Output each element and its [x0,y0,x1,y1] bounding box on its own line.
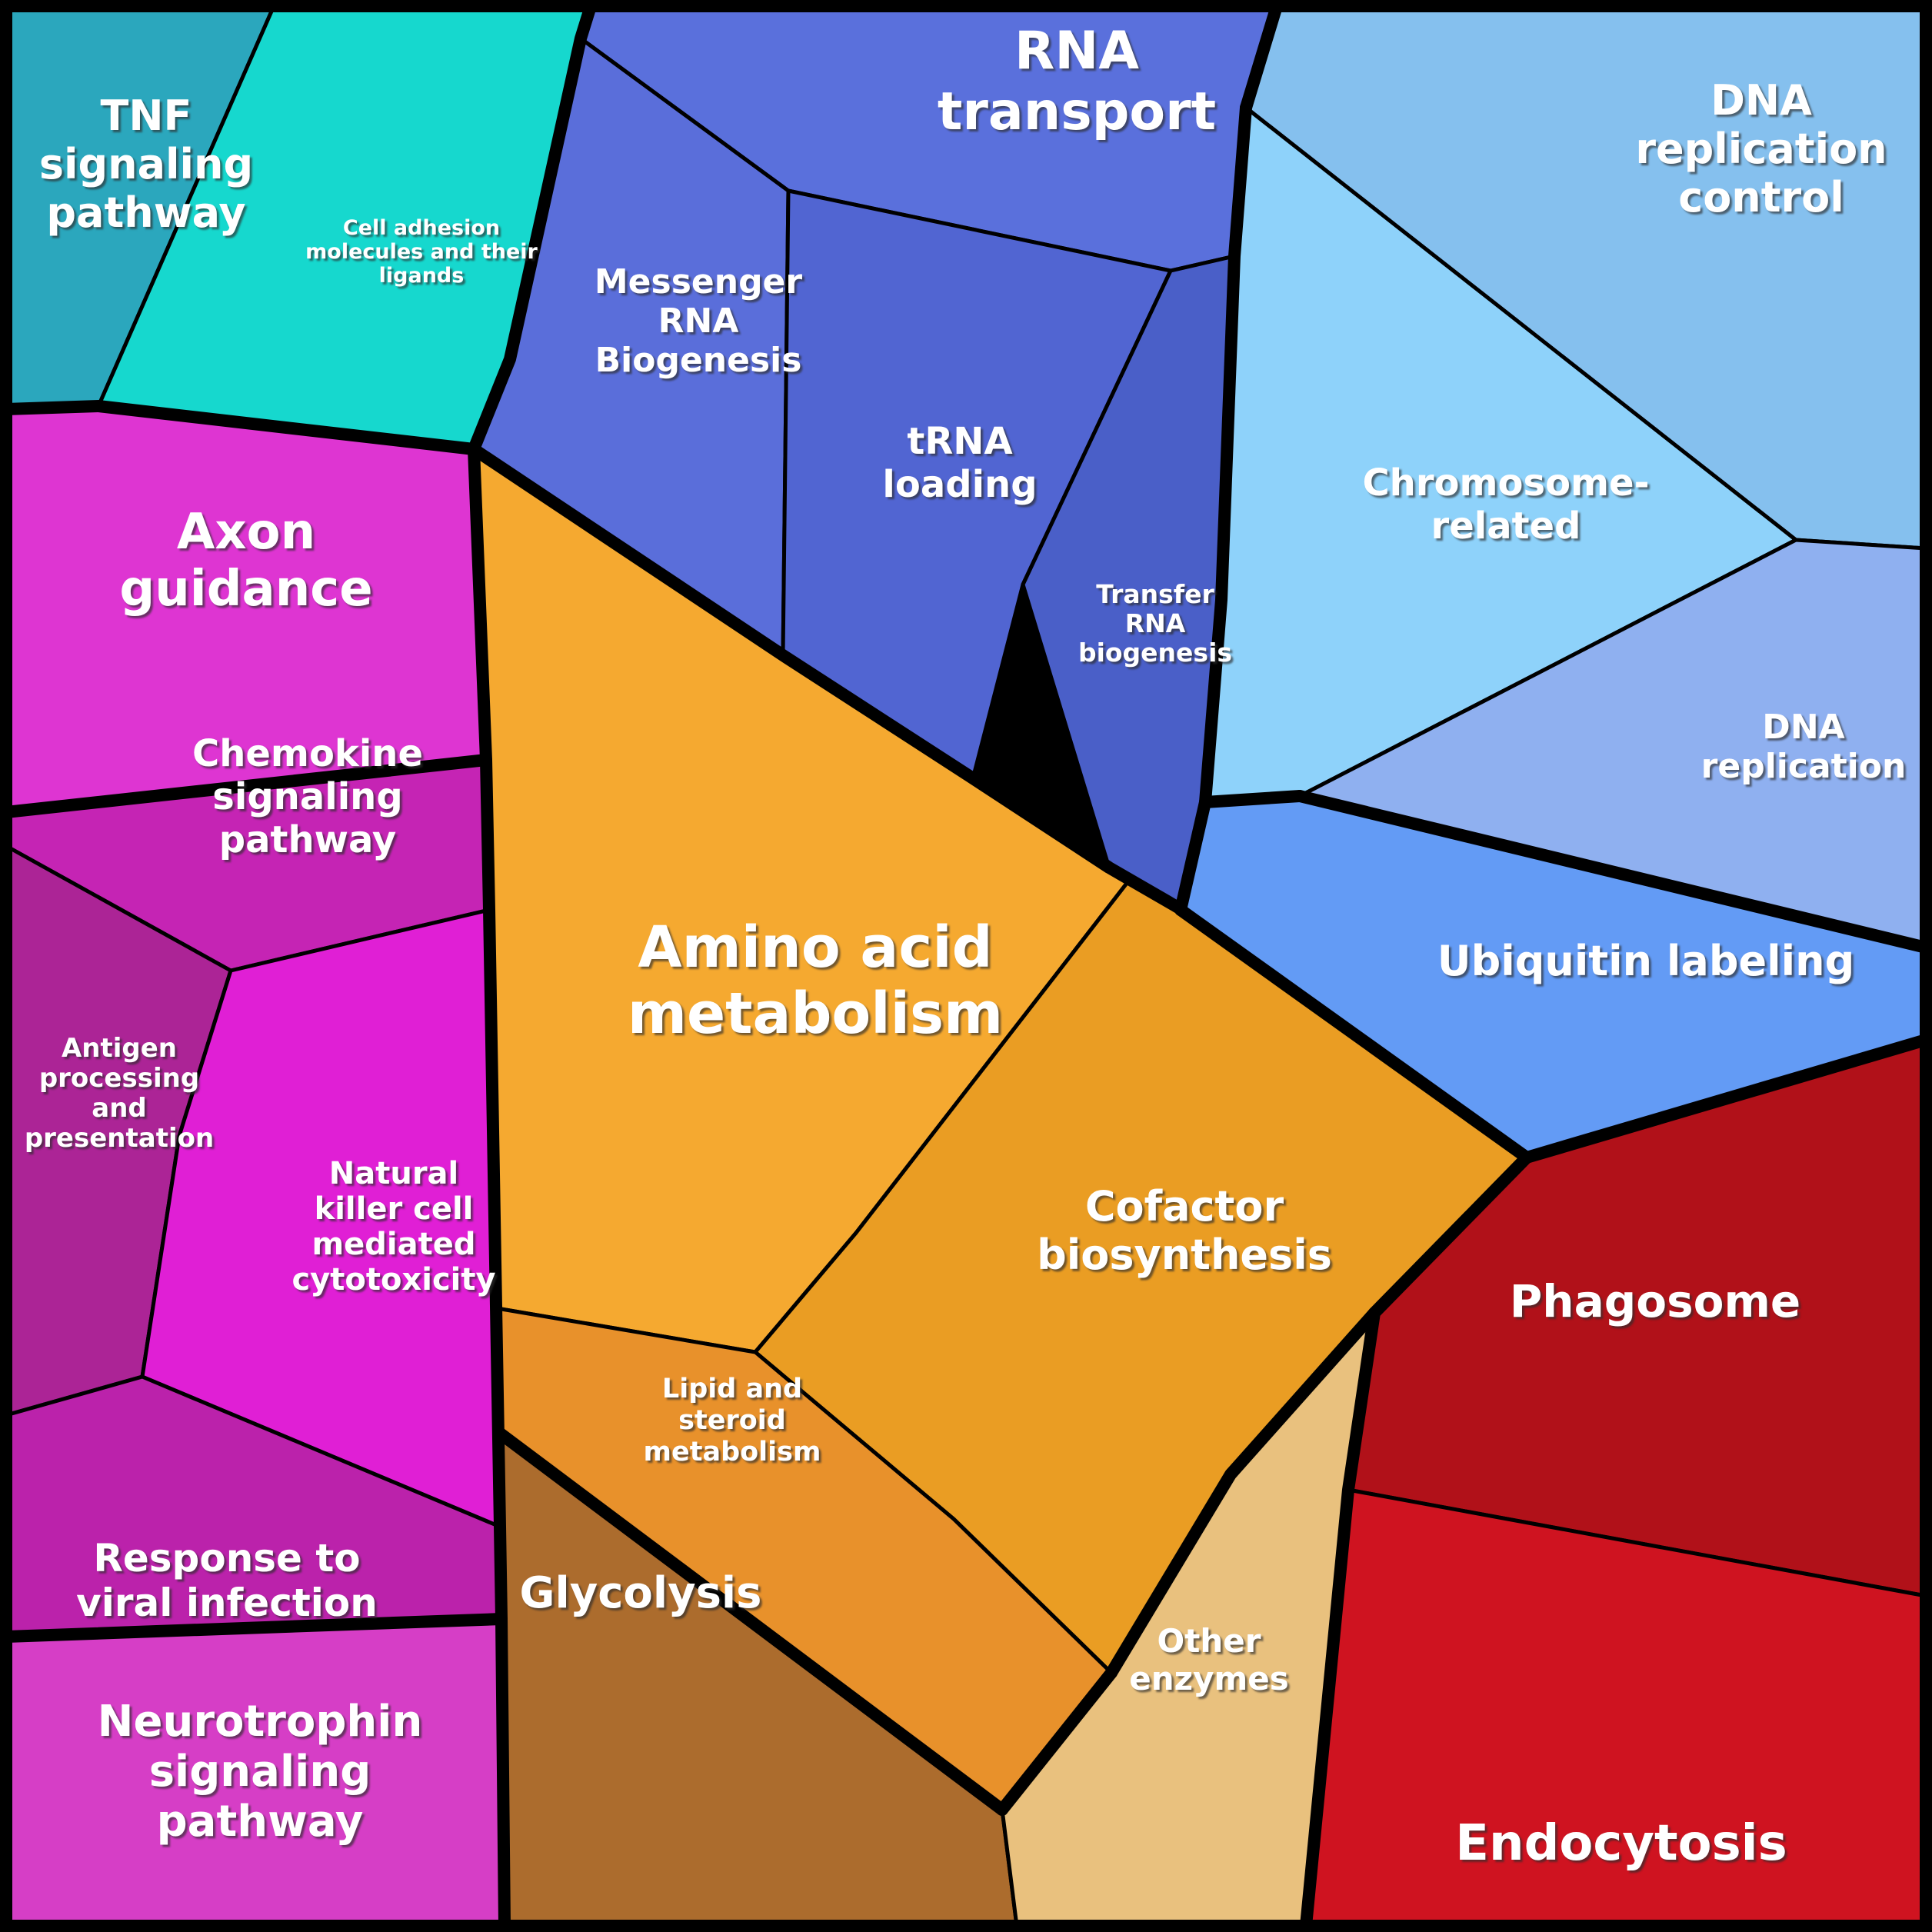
group-border-blue-lightblue-top [1240,0,1283,114]
cell-label-cell-adhesion: Cell adhesion molecules and their ligands [305,216,538,288]
cell-label-line: guidance [119,561,372,618]
cell-label-nk-cytotoxicity: Natural killer cell mediated cytotoxicity [291,1156,495,1297]
cell-label-line: Phagosome [1510,1275,1800,1327]
cell-label-endocytosis: Endocytosis [1455,1815,1787,1872]
cell-label-chemokine: Chemokine signaling pathway [192,732,423,861]
cell-label-line: metabolism [644,1437,821,1467]
cell-label-mrna-biogenesis: Messenger RNA Biogenesis [595,262,803,380]
cell-label-axon-guidance: Axon guidance [119,504,372,618]
group-border-magenta-orange [468,443,511,1932]
group-border-axon-chemokine [0,754,492,818]
cell-label-line: Neurotrophin [98,1697,423,1747]
cell-label-dna-replication: DNA replication [1701,708,1907,786]
cell-label-line: DNA [1762,708,1844,747]
cell-label-rna-transport: RNA transport [938,21,1216,142]
cell-label-line: signaling [39,140,253,188]
cell-label-line: presentation [25,1123,214,1154]
group-border-transfer-ubiquitin [1174,796,1211,916]
cell-label-antigen: Antigen processing and presentation [25,1033,214,1154]
cell-label-line: related [1431,505,1581,548]
cell-label-line: processing [39,1063,199,1094]
cell-label-line: ligands [379,264,465,288]
cell-label-chromosome-related: Chromosome-related [1362,461,1649,548]
cell-label-line: replication [1635,125,1887,173]
cell-label-neurotrophin: Neurotrophin signaling pathway [98,1697,423,1847]
cell-label-line: steroid [678,1405,786,1436]
group-border-replication-ubiquitin [1294,790,1932,954]
group-border-teal-magenta [0,400,480,455]
cell-label-line: Lipid and [662,1374,802,1404]
cell-label-amino-acid: Amino acid metabolism [628,914,1003,1047]
cell-label-line: viral infection [76,1581,378,1625]
cell-label-line: control [1678,173,1844,222]
cell-label-line: RNA [1014,21,1139,82]
cell-label-line: RNA [1125,608,1186,638]
cell-label-line: cytotoxicity [291,1262,495,1297]
cell-label-response-viral: Response to viral infection [76,1536,378,1625]
cell-label-line: Cofactor [1085,1182,1284,1231]
cell-label-line: and [92,1093,147,1124]
cell-label-transfer-rna-biogenesis: Transfer RNA biogenesis [1078,579,1232,668]
cell-label-line: Chemokine [192,732,423,775]
cell-label-line: Amino acid [638,914,992,981]
cell-label-line: Response to [93,1536,360,1581]
cell-label-line: signaling [212,775,402,818]
cell-label-ubiquitin-labeling: Ubiquitin labeling [1437,937,1855,985]
cell-label-line: DNA [1710,76,1812,125]
cell-label-line: Axon [177,504,315,561]
cell-label-line: transport [938,82,1216,142]
group-border-response-neurotrophin [0,1613,508,1643]
cell-label-line: Chromosome- [1362,461,1649,505]
group-border-ubiquitin-orange [1174,904,1533,1164]
cell-label-line: mediated [311,1227,475,1262]
cell-label-line: metabolism [628,981,1003,1047]
cell-label-line: Transfer [1096,579,1214,609]
cell-label-line: Antigen [62,1033,177,1064]
cell-label-line: RNA [658,301,739,341]
cell-label-line: pathway [46,188,245,237]
cell-label-tnf: TNF signaling pathway [39,92,253,237]
cell-label-line: TNF [101,92,192,140]
cell-label-line: Messenger [595,262,803,301]
cell-label-line: biogenesis [1078,638,1232,668]
cell-label-trna-loading: tRNA loading [882,420,1037,506]
cell-label-phagosome: Phagosome [1510,1275,1800,1327]
cell-label-line: Cell adhesion [343,216,500,240]
group-border-lipid-other [996,1667,1118,1816]
cell-label-line: Endocytosis [1455,1815,1787,1872]
cell-label-line: Glycolysis [520,1568,762,1618]
cell-label-line: tRNA [907,420,1012,463]
group-border-teal-blue [468,0,597,455]
cell-label-other-enzymes: Other enzymes [1129,1622,1288,1697]
group-border-blue-chromosome [1199,102,1252,808]
cell-label-line: molecules and their [305,240,538,264]
cell-label-line: killer cell [315,1191,474,1227]
cell-label-line: replication [1701,747,1907,786]
cell-trna-loading[interactable] [781,188,1173,781]
cell-label-line: Other [1158,1622,1261,1660]
cell-label-dna-replication-control: DNA replication control [1635,76,1887,222]
cell-label-line: pathway [157,1797,364,1847]
cell-label-line: pathway [219,818,396,861]
group-border-chromosome-ubiquitin [1199,790,1306,808]
cell-label-line: enzymes [1129,1660,1288,1697]
cell-label-line: Natural [329,1156,459,1191]
cell-label-lipid-steroid: Lipid and steroid metabolism [644,1374,821,1467]
group-border-blue-orange [468,443,1188,916]
group-border-ubiquitin-phagosome [1521,1034,1932,1164]
cell-label-cofactor: Cofactor biosynthesis [1037,1182,1332,1279]
group-border-orange-red [1300,1151,1533,1932]
cell-label-line: Ubiquitin labeling [1437,937,1855,985]
cell-label-line: signaling [149,1747,371,1797]
cell-label-line: biosynthesis [1037,1231,1332,1279]
cell-label-glycolysis: Glycolysis [520,1568,762,1618]
cell-label-line: loading [882,463,1037,506]
group-border-cofactor-other [1105,1307,1381,1679]
cell-label-line: Biogenesis [595,341,802,380]
group-border-lipid-glycolysis [492,1426,1008,1816]
